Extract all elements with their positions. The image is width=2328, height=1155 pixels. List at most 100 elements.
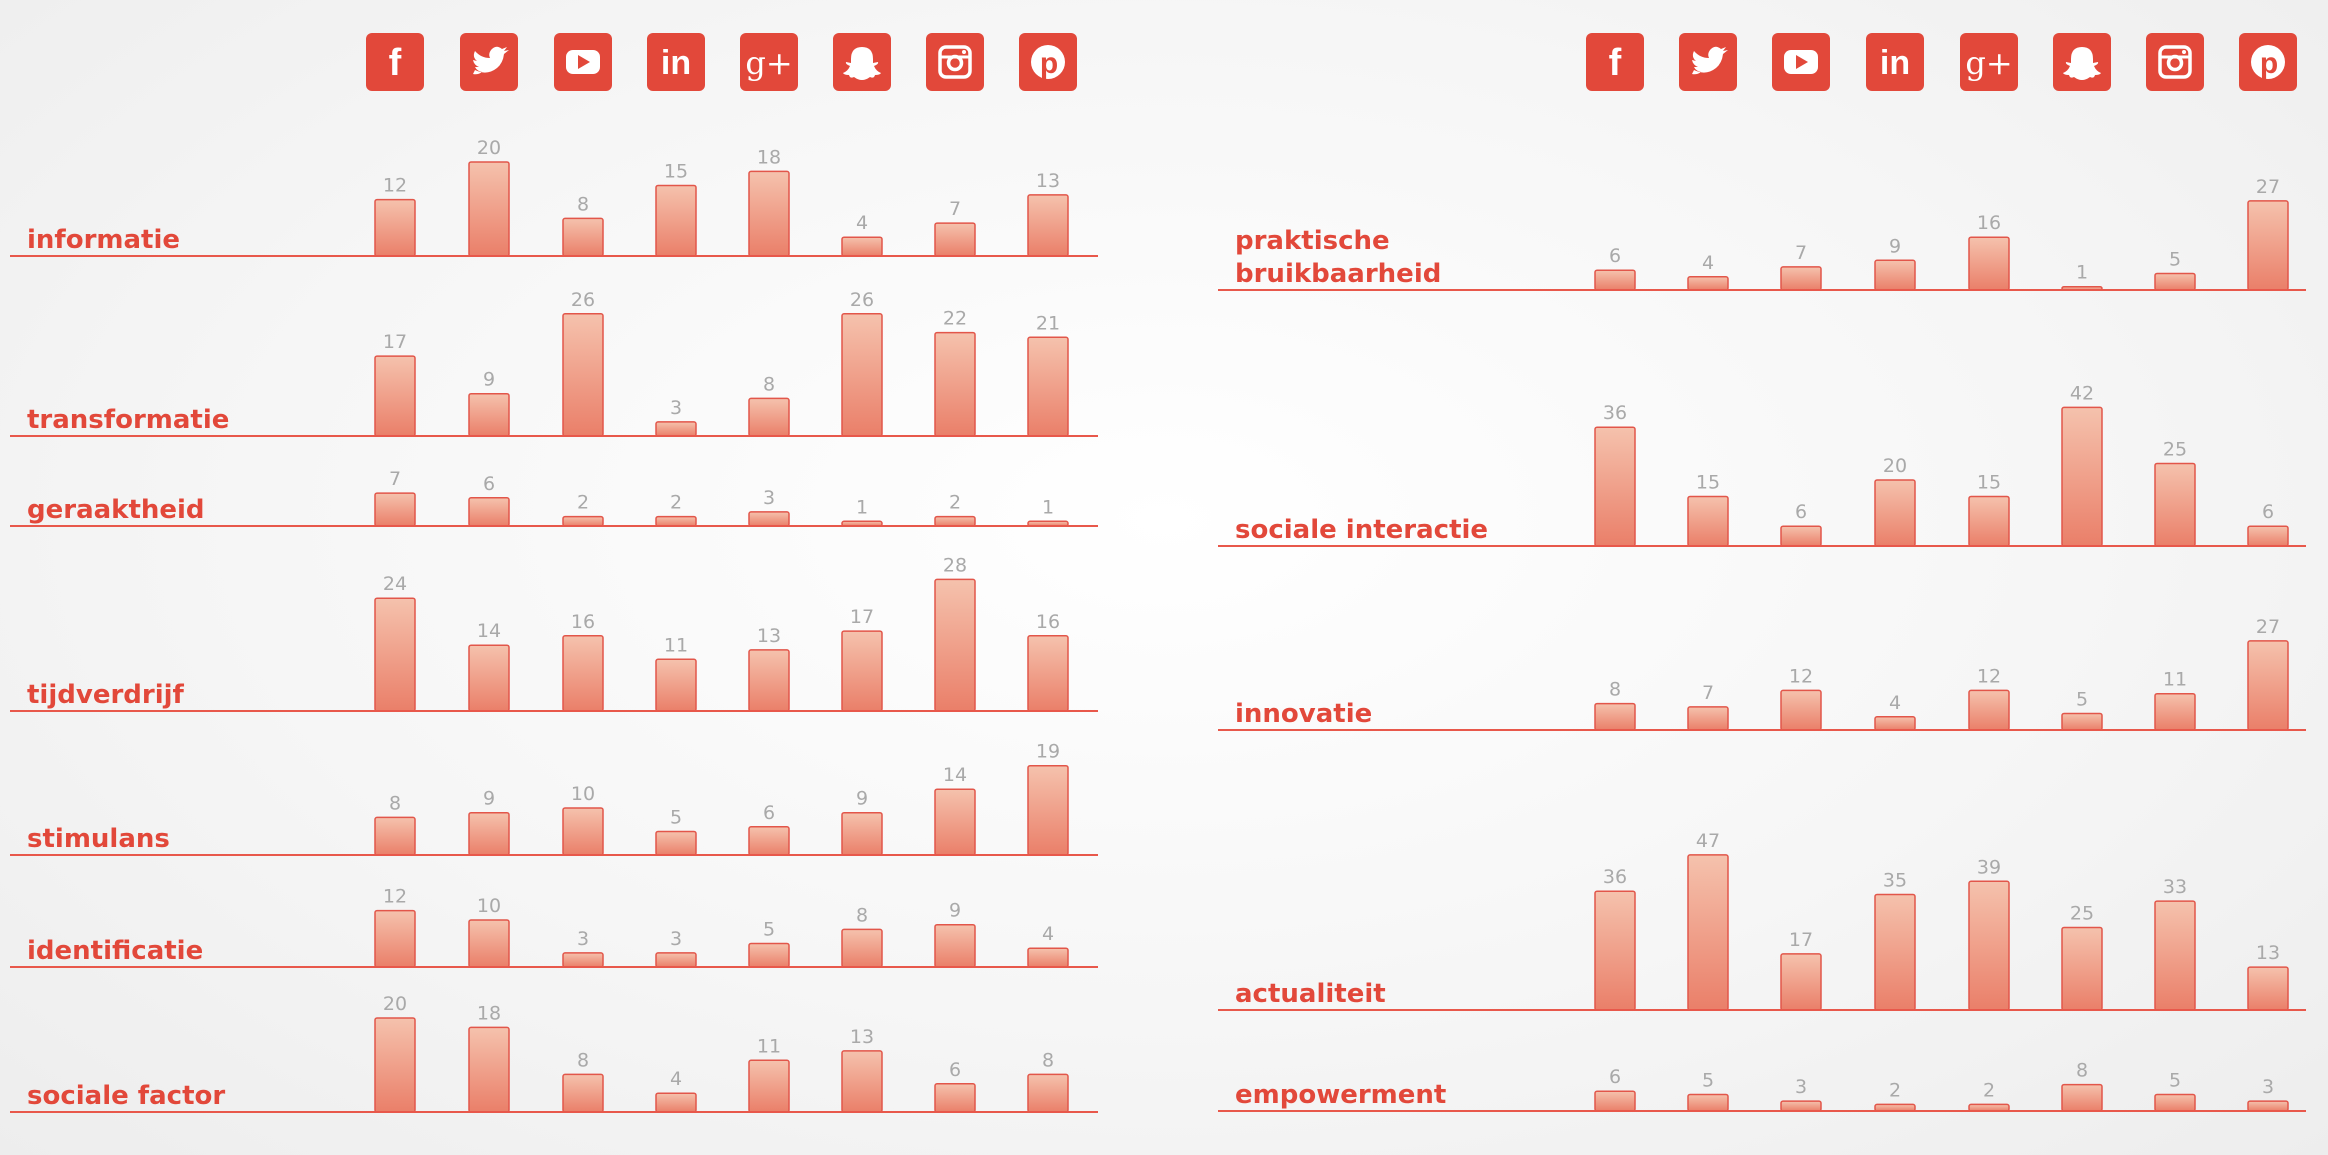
bar-linkedin — [1874, 893, 1916, 1011]
value-label: 27 — [2256, 616, 2280, 638]
bar-google-plus — [1968, 880, 2010, 1011]
value-label: 6 — [763, 802, 775, 824]
twitter-icon — [1679, 33, 1737, 91]
bar-linkedin — [1874, 716, 1916, 731]
value-label: 19 — [1036, 741, 1060, 763]
group-stimulans: stimulans 8 9 10 5 6 9 14 19 — [10, 741, 1098, 856]
bar-pinterest — [2247, 966, 2289, 1011]
bar-youtube — [1780, 525, 1822, 547]
google-plus-icon: g+ — [740, 33, 798, 91]
snapchat-icon — [2053, 33, 2111, 91]
bar-youtube — [562, 807, 604, 856]
value-label: 13 — [850, 1026, 874, 1048]
value-label: 24 — [383, 573, 407, 595]
value-label: 13 — [1036, 170, 1060, 192]
value-label: 1 — [856, 496, 868, 518]
bar-google-plus — [1968, 689, 2010, 731]
group-transformatie: transformatie 17 9 26 3 8 26 22 21 — [10, 289, 1098, 437]
value-label: 26 — [571, 289, 595, 311]
value-label: 14 — [477, 620, 501, 642]
value-label: 18 — [757, 146, 781, 168]
bar-facebook — [374, 597, 416, 712]
value-label: 10 — [571, 783, 595, 805]
category-label: innovatie — [1235, 699, 1372, 729]
svg-text:f: f — [389, 42, 402, 84]
bar-facebook — [374, 1017, 416, 1113]
value-label: 9 — [949, 900, 961, 922]
category-label: transformatie — [27, 405, 229, 435]
bar-google-plus — [748, 942, 790, 968]
value-label: 36 — [1603, 866, 1627, 888]
value-label: 6 — [949, 1059, 961, 1081]
value-label: 3 — [577, 928, 589, 950]
instagram-icon — [2146, 33, 2204, 91]
bar-twitter — [468, 497, 510, 527]
value-label: 25 — [2070, 903, 2094, 925]
bar-youtube — [562, 217, 604, 257]
value-label: 15 — [1977, 472, 2001, 494]
value-label: 2 — [1889, 1079, 1901, 1101]
value-label: 8 — [577, 1049, 589, 1071]
bar-snapchat — [2061, 712, 2103, 731]
bar-facebook — [1594, 269, 1636, 291]
bar-pinterest — [2247, 1100, 2289, 1112]
bar-instagram — [2154, 1093, 2196, 1112]
category-label: informatie — [27, 225, 180, 255]
category-label: stimulans — [27, 824, 170, 854]
value-label: 8 — [856, 904, 868, 926]
value-label: 18 — [477, 1002, 501, 1024]
value-label: 20 — [383, 993, 407, 1015]
value-label: 9 — [483, 369, 495, 391]
value-label: 5 — [763, 919, 775, 941]
value-label: 20 — [477, 137, 501, 159]
bar-instagram — [934, 788, 976, 856]
linkedin-icon: in — [647, 33, 705, 91]
category-label: actualiteit — [1235, 979, 1386, 1009]
value-label: 11 — [664, 634, 688, 656]
bar-linkedin — [655, 515, 697, 527]
value-label: 25 — [2163, 439, 2187, 461]
bar-instagram — [934, 923, 976, 968]
bar-twitter — [468, 161, 510, 257]
value-label: 4 — [1702, 252, 1714, 274]
facebook-icon: f — [1586, 33, 1644, 91]
bar-twitter — [1687, 1093, 1729, 1112]
value-label: 11 — [2163, 669, 2187, 691]
group-informatie: informatie 12 20 8 15 18 4 7 13 — [10, 137, 1098, 257]
category-label: sociale interactie — [1235, 515, 1488, 545]
value-label: 39 — [1977, 856, 2001, 878]
youtube-icon — [554, 33, 612, 91]
bar-google-plus — [748, 397, 790, 437]
svg-text:p: p — [1040, 47, 1058, 80]
value-label: 22 — [943, 308, 967, 330]
bar-facebook — [374, 355, 416, 437]
value-label: 26 — [850, 289, 874, 311]
bar-google-plus — [748, 826, 790, 856]
value-label: 6 — [1609, 1066, 1621, 1088]
bar-snapchat — [841, 1050, 883, 1113]
value-label: 33 — [2163, 876, 2187, 898]
bar-instagram — [2154, 900, 2196, 1011]
bar-youtube — [1780, 1100, 1822, 1112]
value-label: 2 — [949, 492, 961, 514]
pinterest-icon: p — [1019, 33, 1077, 91]
value-label: 4 — [670, 1068, 682, 1090]
bar-linkedin — [655, 658, 697, 712]
value-label: 9 — [483, 788, 495, 810]
value-label: 7 — [1702, 682, 1714, 704]
value-label: 5 — [670, 807, 682, 829]
bar-facebook — [1594, 426, 1636, 547]
value-label: 8 — [389, 792, 401, 814]
value-label: 5 — [1702, 1070, 1714, 1092]
value-label: 4 — [1889, 692, 1901, 714]
category-label: tijdverdrijf — [27, 680, 185, 710]
value-label: 12 — [1789, 665, 1813, 687]
value-label: 3 — [2262, 1076, 2274, 1098]
bar-twitter — [468, 919, 510, 968]
bar-instagram — [934, 1083, 976, 1113]
value-label: 3 — [670, 397, 682, 419]
bar-snapchat — [2061, 406, 2103, 547]
value-label: 17 — [383, 331, 407, 353]
value-label: 20 — [1883, 455, 1907, 477]
